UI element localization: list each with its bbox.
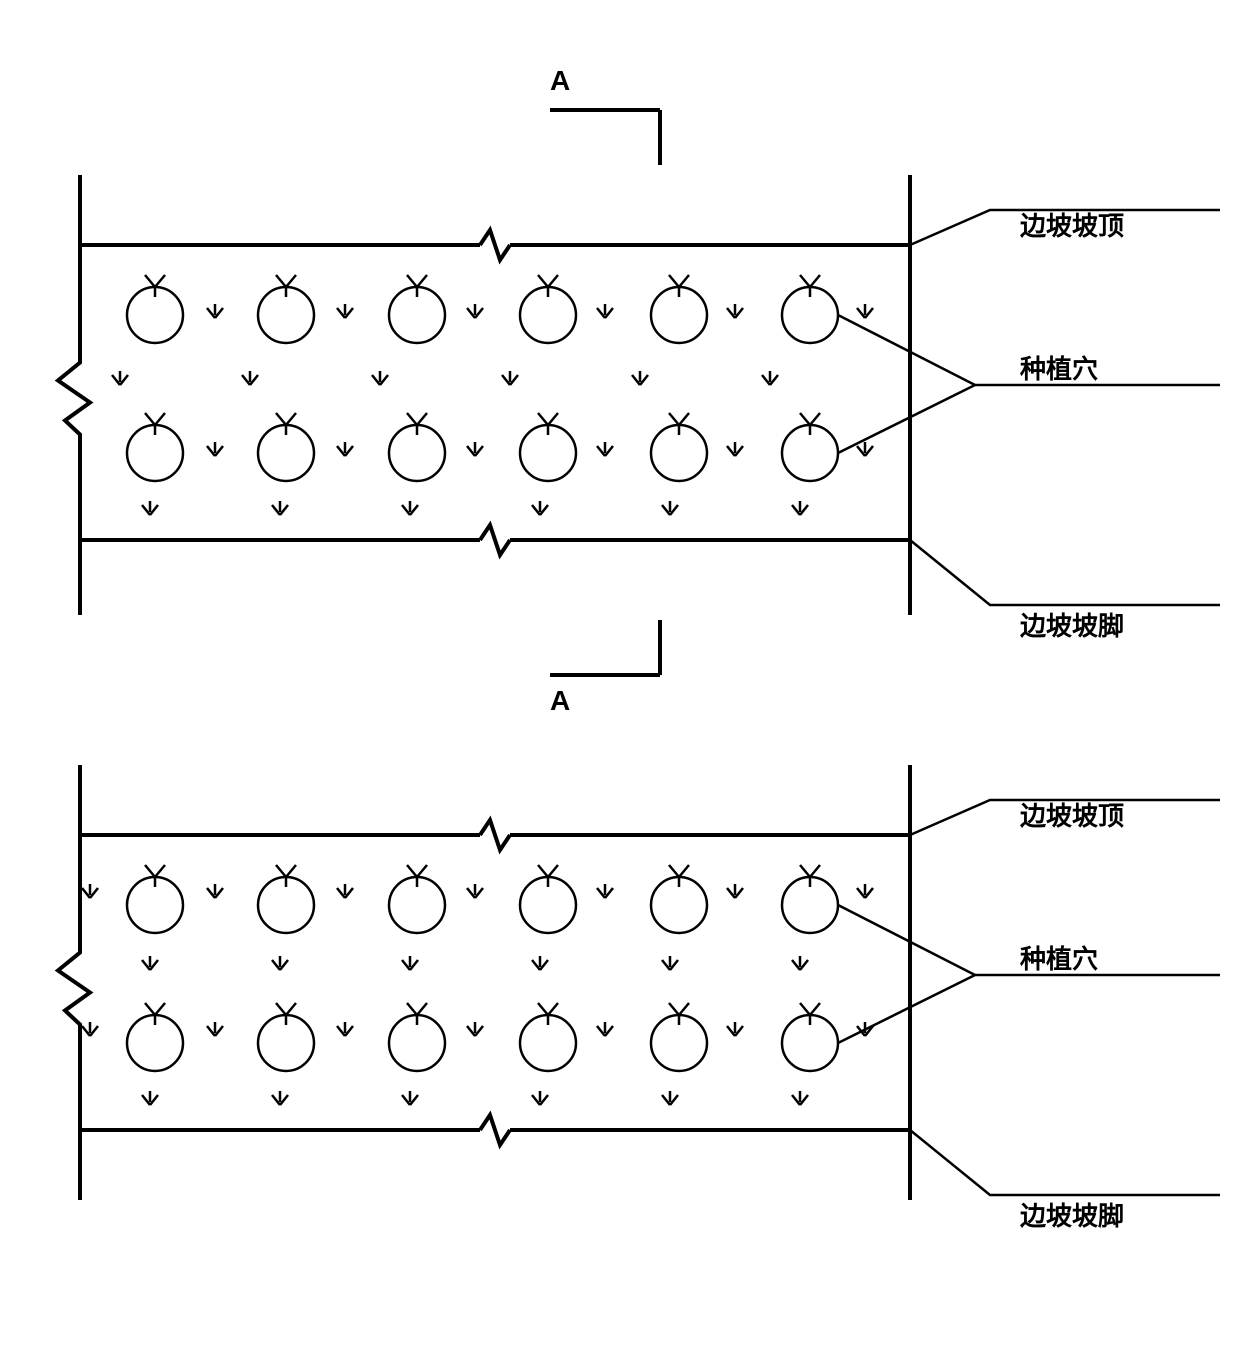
label-planting-hole: 种植穴 <box>1020 354 1098 384</box>
label-slope-toe: 边坡坡脚 <box>1020 611 1124 641</box>
grass-icon <box>142 956 158 970</box>
grass-icon <box>402 956 418 970</box>
grass-icon <box>532 501 548 515</box>
grass-icon <box>337 442 353 456</box>
grass-icon <box>272 956 288 970</box>
grass-icon <box>337 304 353 318</box>
slope-diagram: 边坡坡顶种植穴边坡坡脚AA边坡坡顶种植穴边坡坡脚 <box>20 20 1240 1351</box>
grass-icon <box>502 371 518 385</box>
grass-icon <box>467 442 483 456</box>
grass-icon <box>792 1091 808 1105</box>
grass-icon <box>242 371 258 385</box>
grass-icon <box>662 501 678 515</box>
grass-icon <box>82 884 98 898</box>
panel: 边坡坡顶种植穴边坡坡脚 A A <box>58 65 1220 716</box>
grass-icon <box>402 1091 418 1105</box>
grass-icon <box>792 501 808 515</box>
grass-icon <box>467 304 483 318</box>
grass-icon <box>857 304 873 318</box>
grass-icon <box>727 1022 743 1036</box>
grass-icon <box>272 501 288 515</box>
grass-icon <box>597 1022 613 1036</box>
grass-icon <box>597 442 613 456</box>
panel: 边坡坡顶种植穴边坡坡脚 <box>58 765 1220 1231</box>
grass-icon <box>727 442 743 456</box>
grass-icon <box>372 371 388 385</box>
label-slope-top: 边坡坡顶 <box>1020 801 1124 831</box>
grass-icon <box>402 501 418 515</box>
grass-icon <box>142 501 158 515</box>
grass-icon <box>467 1022 483 1036</box>
grass-icon <box>597 304 613 318</box>
grass-icon <box>857 442 873 456</box>
svg-text:A: A <box>550 685 570 716</box>
grass-icon <box>857 884 873 898</box>
grass-icon <box>762 371 778 385</box>
grass-icon <box>207 1022 223 1036</box>
grass-icon <box>632 371 648 385</box>
grass-icon <box>337 1022 353 1036</box>
grass-icon <box>112 371 128 385</box>
grass-icon <box>662 956 678 970</box>
grass-icon <box>727 304 743 318</box>
grass-icon <box>82 1022 98 1036</box>
grass-icon <box>272 1091 288 1105</box>
grass-icon <box>727 884 743 898</box>
grass-icon <box>207 884 223 898</box>
grass-icon <box>207 442 223 456</box>
label-planting-hole: 种植穴 <box>1020 944 1098 974</box>
grass-icon <box>532 1091 548 1105</box>
grass-icon <box>337 884 353 898</box>
grass-icon <box>597 884 613 898</box>
grass-icon <box>207 304 223 318</box>
grass-icon <box>532 956 548 970</box>
grass-icon <box>662 1091 678 1105</box>
label-slope-top: 边坡坡顶 <box>1020 211 1124 241</box>
svg-text:A: A <box>550 65 570 96</box>
grass-icon <box>142 1091 158 1105</box>
grass-icon <box>467 884 483 898</box>
grass-icon <box>792 956 808 970</box>
label-slope-toe: 边坡坡脚 <box>1020 1201 1124 1231</box>
